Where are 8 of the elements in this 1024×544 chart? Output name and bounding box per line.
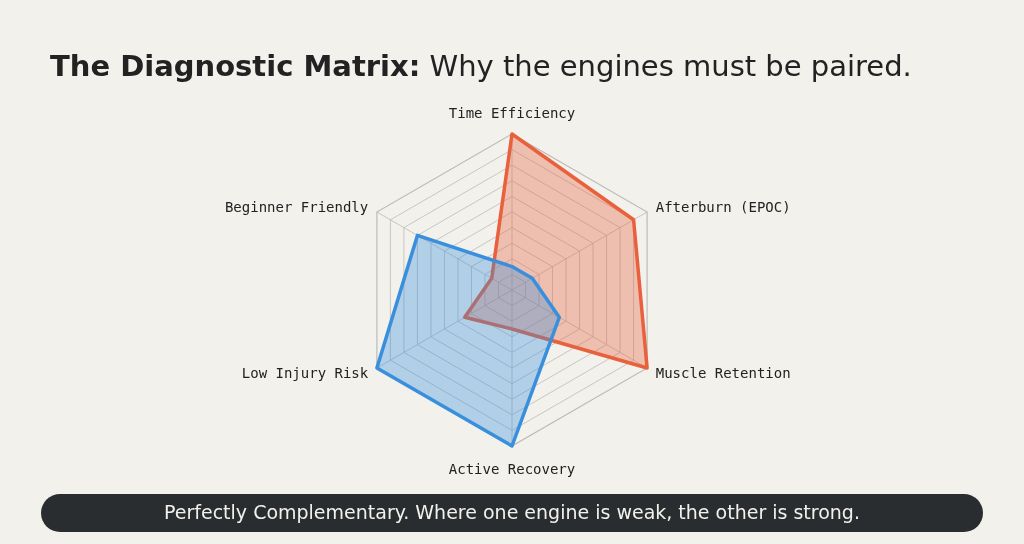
spoke-label: Time Efficiency (448, 105, 576, 121)
spoke-label: Active Recovery (448, 461, 576, 477)
chart-title: The Diagnostic Matrix: Why the engines must be paired. (50, 49, 912, 83)
spoke-label: Beginner Friendly (224, 199, 369, 215)
spoke-label: Afterburn (EPOC) (655, 199, 791, 215)
text: Perfectly Complementary. Where one engine is weak, the other is strong. (164, 501, 860, 523)
spoke-label: Low Injury Risk (241, 365, 369, 381)
spoke-label: Muscle Retention (655, 365, 791, 381)
